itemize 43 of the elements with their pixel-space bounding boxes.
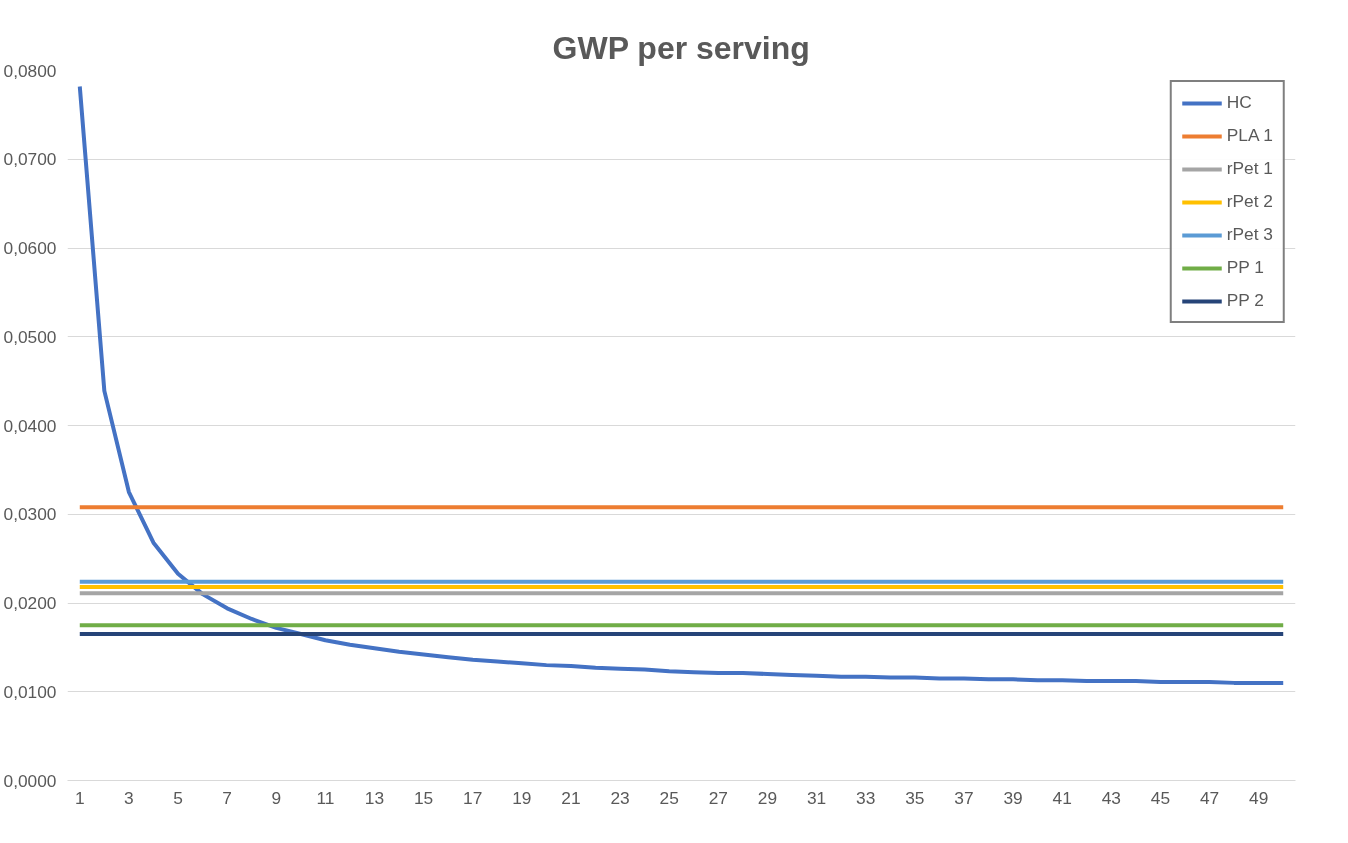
x-tick-label: 31 <box>806 787 827 808</box>
legend-label: PP 2 <box>1226 290 1265 311</box>
y-tick-label: 0,0700 <box>3 149 57 170</box>
legend-label: PLA 1 <box>1226 125 1273 146</box>
x-tick-label: 13 <box>364 787 385 808</box>
legend-label: HC <box>1226 92 1252 113</box>
legend-label: PP 1 <box>1226 257 1265 278</box>
legend-label: rPet 2 <box>1226 191 1273 212</box>
x-tick-label: 49 <box>1249 787 1269 808</box>
y-tick-label: 0,0100 <box>3 681 57 702</box>
y-tick-label: 0,0300 <box>3 504 57 525</box>
y-tick-label: 0,0000 <box>3 770 57 791</box>
x-tick-label: 7 <box>222 787 232 808</box>
x-tick-label: 17 <box>463 787 483 808</box>
x-tick-label: 33 <box>856 787 876 808</box>
x-tick-label: 45 <box>1150 787 1171 808</box>
line-series <box>77 84 1286 685</box>
y-tick-label: 0,0400 <box>3 415 57 436</box>
y-tick-label: 0,0800 <box>3 60 57 81</box>
legend-label: rPet 3 <box>1226 224 1273 245</box>
x-tick-label: 41 <box>1052 787 1072 808</box>
y-tick-label: 0,0200 <box>3 593 57 613</box>
x-tick-label: 11 <box>316 787 335 808</box>
x-tick-label: 1 <box>74 787 85 808</box>
y-tick-label: 0,0600 <box>3 238 57 258</box>
x-tick-label: 15 <box>413 787 434 808</box>
x-tick-label: 19 <box>512 787 532 808</box>
y-tick-label: 0,0500 <box>3 326 57 347</box>
legend-label: rPet 1 <box>1226 158 1273 179</box>
x-tick-label: 5 <box>173 787 183 808</box>
x-tick-label: 39 <box>1003 787 1023 808</box>
x-tick-label: 25 <box>659 787 679 808</box>
x-tick-label: 47 <box>1199 787 1220 808</box>
x-tick-label: 3 <box>124 787 134 808</box>
x-tick-label: 29 <box>757 787 778 808</box>
x-tick-label: 37 <box>954 787 974 808</box>
x-tick-label: 9 <box>271 787 282 808</box>
chart-title: GWP per serving <box>552 29 810 66</box>
x-tick-label: 21 <box>561 787 581 808</box>
x-tick-label: 35 <box>905 787 925 808</box>
x-tick-label: 27 <box>708 787 728 808</box>
x-tick-label: 43 <box>1101 787 1121 808</box>
x-tick-label: 23 <box>610 787 630 808</box>
